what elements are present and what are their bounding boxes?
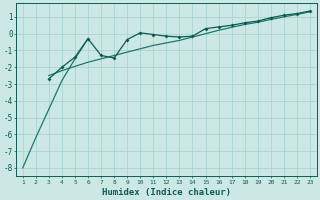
X-axis label: Humidex (Indice chaleur): Humidex (Indice chaleur): [102, 188, 231, 197]
